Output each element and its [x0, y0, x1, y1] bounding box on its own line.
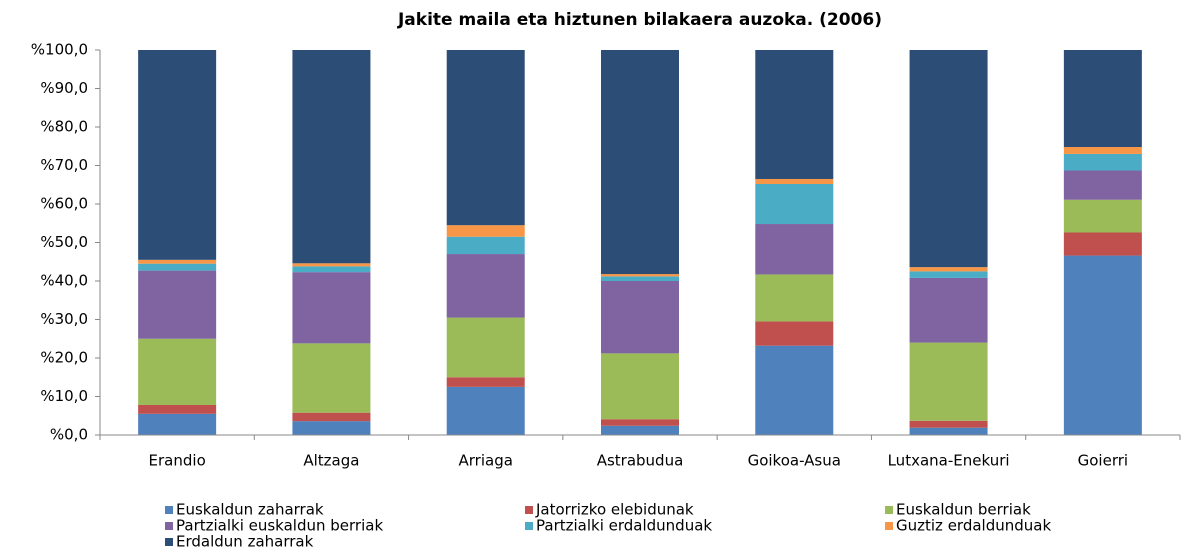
- bar-segment: [446, 254, 525, 318]
- bar-segment: [755, 274, 834, 322]
- x-tick-label: Goierri: [1078, 452, 1128, 470]
- legend-swatch: [885, 506, 893, 514]
- bar-segment: [909, 342, 988, 421]
- bar-segment: [138, 413, 217, 435]
- bar-segment: [292, 421, 371, 435]
- bar-segment: [138, 404, 217, 414]
- bar-segment: [909, 277, 988, 343]
- legend-label: Euskaldun berriak: [896, 501, 1031, 519]
- y-tick-label: %50,0: [40, 233, 88, 251]
- legend-label: Jatorrizko elebidunak: [535, 501, 694, 519]
- legend-label: Euskaldun zaharrak: [176, 501, 324, 519]
- y-tick-label: %40,0: [40, 272, 88, 290]
- bar-segment: [138, 338, 217, 405]
- legend-label: Guztiz erdaldunduak: [896, 517, 1051, 535]
- legend-swatch: [165, 538, 173, 546]
- legend-swatch: [525, 522, 533, 530]
- bar-segment: [601, 276, 679, 281]
- bar-segment: [446, 317, 525, 378]
- y-tick-label: %0,0: [50, 426, 88, 444]
- bar-segment: [446, 377, 525, 387]
- bar-segment: [909, 420, 988, 428]
- bar-segment: [1063, 199, 1142, 233]
- bar-segment: [1063, 153, 1142, 171]
- bar-segment: [446, 386, 525, 435]
- bar-segment: [909, 271, 988, 278]
- bar-segment: [909, 50, 988, 268]
- bar-segment: [138, 50, 217, 260]
- bar-segment: [446, 50, 525, 226]
- x-tick-label: Goikoa-Asua: [748, 452, 841, 470]
- bar-segment: [292, 272, 371, 344]
- bar-segment: [1063, 255, 1142, 435]
- bar-segment: [601, 353, 679, 420]
- legend-label: Partzialki erdaldunduak: [536, 517, 712, 535]
- bar-segment: [909, 427, 988, 435]
- bar-segment: [292, 50, 371, 264]
- bar-segment: [755, 345, 834, 435]
- legend-label: Partzialki euskaldun berriak: [176, 517, 383, 535]
- bar-segment: [601, 419, 679, 426]
- y-tick-label: %100,0: [31, 41, 88, 59]
- y-tick-label: %80,0: [40, 118, 88, 136]
- x-tick-label: Lutxana-Enekuri: [888, 452, 1010, 470]
- bar-segment: [755, 178, 834, 184]
- bar-segment: [1063, 232, 1142, 256]
- x-tick-label: Astrabudua: [597, 452, 684, 470]
- bar-segment: [292, 343, 371, 413]
- y-tick-label: %60,0: [40, 195, 88, 213]
- bar-segment: [1063, 170, 1142, 200]
- bar-segment: [446, 236, 525, 255]
- legend-swatch: [885, 522, 893, 530]
- bar-segment: [138, 263, 217, 271]
- bar-segment: [446, 225, 525, 237]
- bar-segment: [601, 50, 679, 275]
- bar-segment: [755, 50, 834, 179]
- legend-swatch: [525, 506, 533, 514]
- bar-segment: [138, 270, 217, 339]
- x-tick-label: Arriaga: [459, 452, 513, 470]
- bar-segment: [292, 266, 371, 273]
- bar-segment: [601, 425, 679, 435]
- legend-swatch: [165, 506, 173, 514]
- y-tick-label: %30,0: [40, 310, 88, 328]
- x-tick-label: Altzaga: [303, 452, 359, 470]
- x-tick-label: Erandio: [149, 452, 206, 470]
- bar-segment: [138, 259, 217, 264]
- legend-label: Erdaldun zaharrak: [176, 533, 314, 551]
- y-tick-label: %70,0: [40, 156, 88, 174]
- bar-segment: [1063, 50, 1142, 148]
- legend-swatch: [165, 522, 173, 530]
- y-tick-label: %90,0: [40, 79, 88, 97]
- y-tick-label: %20,0: [40, 349, 88, 367]
- bar-segment: [755, 321, 834, 346]
- bar-segment: [601, 281, 679, 354]
- y-tick-label: %10,0: [40, 387, 88, 405]
- bar-segment: [292, 263, 371, 267]
- bar-segment: [601, 274, 679, 277]
- bar-segment: [909, 267, 988, 272]
- chart-title: Jakite maila eta hiztunen bilakaera auzo…: [397, 10, 882, 30]
- bar-segment: [1063, 147, 1142, 154]
- bar-segment: [292, 412, 371, 422]
- bar-segment: [755, 183, 834, 225]
- bar-segment: [755, 224, 834, 275]
